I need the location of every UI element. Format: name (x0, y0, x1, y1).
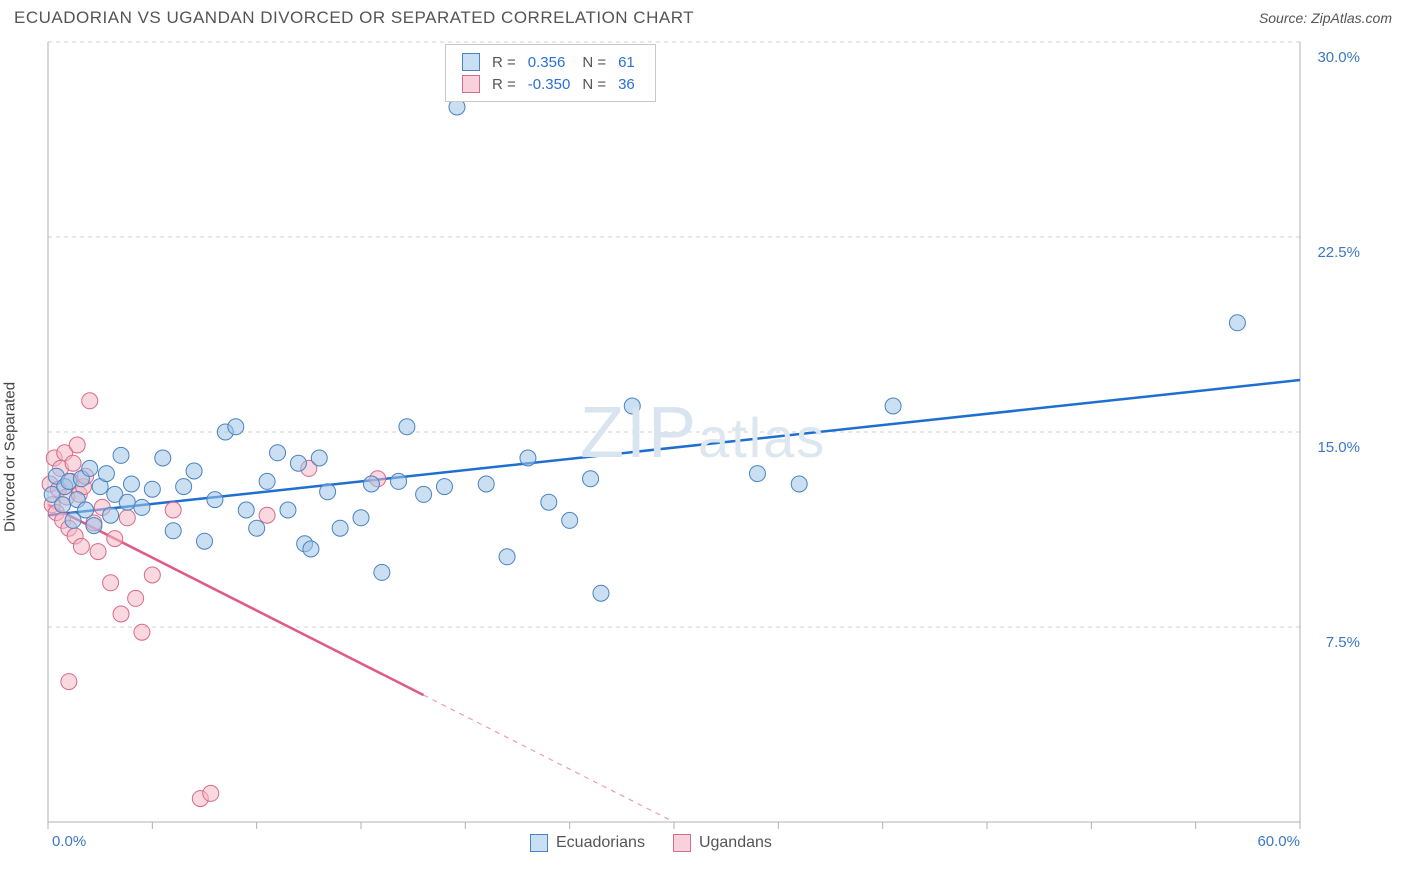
legend-item-ugandans: Ugandans (673, 834, 772, 852)
swatch-pink-icon (673, 834, 691, 852)
r-label: R = (486, 73, 522, 95)
legend-bottom: Ecuadorians Ugandans (530, 834, 772, 852)
r-label: R = (486, 51, 522, 73)
legend-item-ecuadorians: Ecuadorians (530, 834, 645, 852)
legend-stats-row: R = -0.350 N = 36 (456, 73, 641, 95)
n-label: N = (576, 73, 612, 95)
svg-text:15.0%: 15.0% (1317, 439, 1360, 456)
swatch-blue-icon (462, 53, 480, 71)
n-value[interactable]: 61 (612, 51, 641, 73)
legend-label: Ugandans (699, 834, 772, 852)
n-value[interactable]: 36 (612, 73, 641, 95)
r-value[interactable]: 0.356 (522, 51, 577, 73)
swatch-blue-icon (530, 834, 548, 852)
legend-stats-box: R = 0.356 N = 61 R = -0.350 N = 36 (445, 44, 656, 102)
svg-text:7.5%: 7.5% (1326, 634, 1360, 651)
svg-text:60.0%: 60.0% (1257, 833, 1300, 850)
swatch-pink-icon (462, 75, 480, 93)
chart-title: ECUADORIAN VS UGANDAN DIVORCED OR SEPARA… (14, 8, 694, 28)
svg-text:22.5%: 22.5% (1317, 244, 1360, 261)
y-axis-label: Divorced or Separated (2, 382, 19, 532)
source-label: Source: ZipAtlas.com (1259, 10, 1392, 26)
scatter-chart-svg: 7.5% 15.0% 22.5% 30.0% 0.0% 60.0% (0, 32, 1406, 872)
svg-text:30.0%: 30.0% (1317, 49, 1360, 66)
chart-area: Divorced or Separated 7.5% 15.0% 22.5% 30.0… (0, 32, 1406, 882)
legend-label: Ecuadorians (556, 834, 645, 852)
legend-stats-row: R = 0.356 N = 61 (456, 51, 641, 73)
svg-text:0.0%: 0.0% (52, 833, 86, 850)
n-label: N = (576, 51, 612, 73)
r-value[interactable]: -0.350 (522, 73, 577, 95)
